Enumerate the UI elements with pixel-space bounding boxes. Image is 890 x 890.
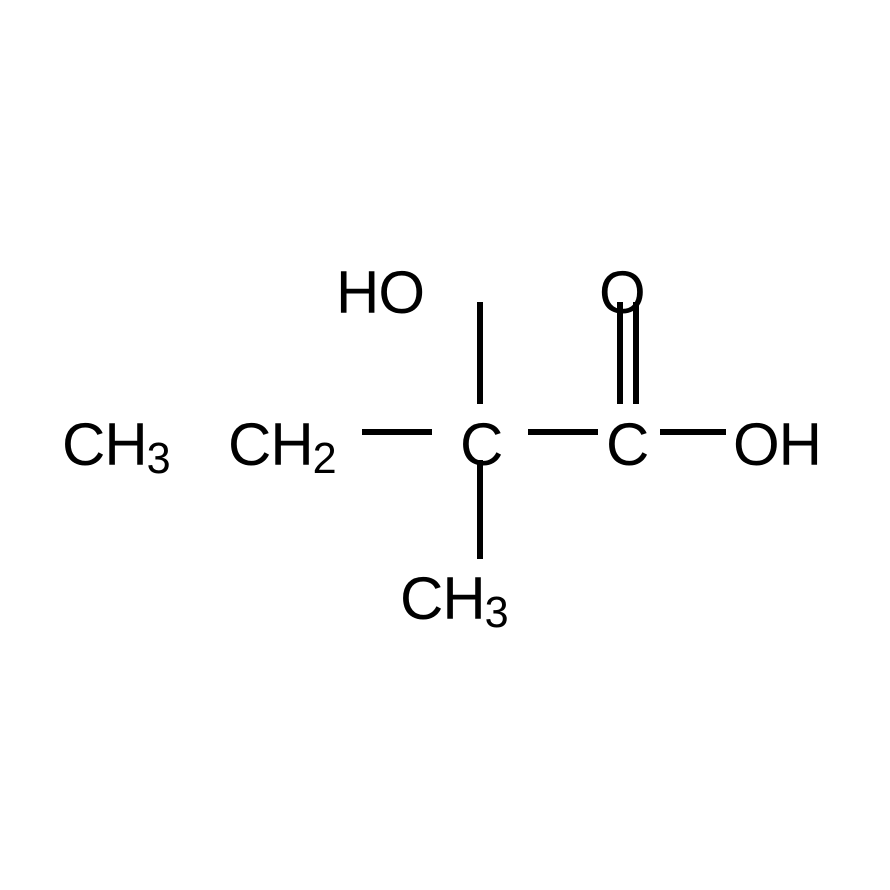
structure-canvas: CH3 CH2 HO O OH CH3 C C <box>0 0 890 890</box>
label-ho: HO <box>336 258 424 327</box>
label-ch2: CH2 <box>228 410 336 484</box>
label-c-carboxyl: C <box>606 410 648 479</box>
label-o-double: O <box>599 258 645 327</box>
label-ch3-left: CH3 <box>62 410 170 484</box>
label-oh: OH <box>733 410 821 479</box>
label-c-alpha: C <box>460 410 502 479</box>
label-ch3-down: CH3 <box>400 564 508 638</box>
